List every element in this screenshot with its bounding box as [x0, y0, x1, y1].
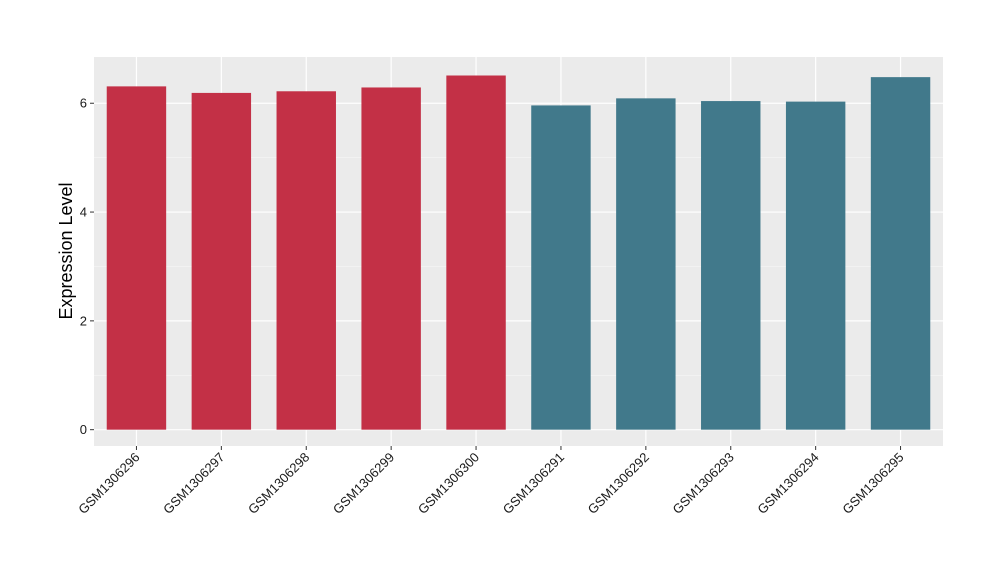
x-tick-label: GSM1306294	[754, 450, 821, 517]
bar	[531, 105, 591, 430]
bars	[106, 75, 931, 430]
bar	[276, 91, 336, 430]
y-tick-label: 4	[80, 205, 87, 220]
bar	[361, 87, 421, 430]
bar	[616, 98, 676, 430]
x-tick-label: GSM1306296	[75, 450, 142, 517]
x-tick-label: GSM1306291	[500, 450, 567, 517]
y-axis-title: Expression Level	[56, 182, 76, 319]
x-tick-label: GSM1306295	[839, 450, 906, 517]
x-tick-label: GSM1306299	[330, 450, 397, 517]
x-axis: GSM1306296 GSM1306297 GSM1306298 GSM1306299…	[75, 446, 907, 517]
bar	[701, 101, 761, 430]
x-tick-label: GSM1306292	[585, 450, 652, 517]
x-tick-label: GSM1306293	[670, 450, 737, 517]
bar	[870, 77, 931, 430]
bar	[785, 101, 846, 430]
y-axis: 0 2 4 6	[80, 96, 94, 437]
x-tick-label: GSM1306297	[160, 450, 227, 517]
y-tick-label: 6	[80, 96, 87, 111]
bar	[191, 92, 252, 430]
x-tick-label: GSM1306300	[415, 450, 482, 517]
bar	[106, 86, 167, 430]
x-tick-label: GSM1306298	[245, 450, 312, 517]
bar	[446, 75, 506, 430]
y-tick-label: 2	[80, 313, 87, 328]
y-tick-label: 0	[80, 422, 87, 437]
